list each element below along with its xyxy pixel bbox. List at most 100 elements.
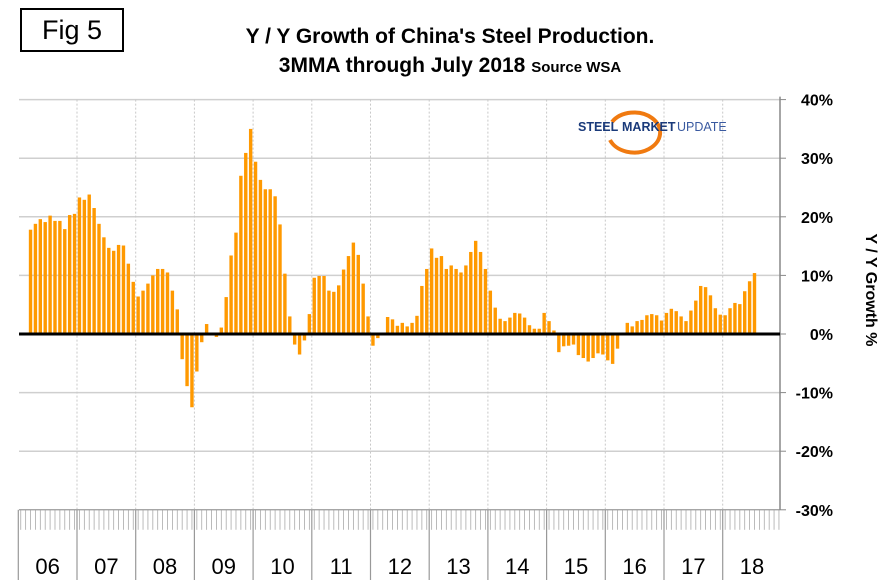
bar	[581, 334, 585, 359]
x-tick-label: 15	[564, 554, 588, 579]
bar	[713, 308, 718, 334]
bar	[43, 222, 47, 334]
bar	[121, 245, 126, 334]
bar	[341, 269, 346, 334]
bar	[376, 334, 380, 339]
x-tick-label: 17	[681, 554, 705, 579]
figure-label: Fig 5	[20, 8, 124, 52]
bar	[747, 281, 752, 334]
bar	[483, 268, 488, 334]
bar	[601, 334, 605, 355]
bar	[239, 175, 243, 334]
bar	[659, 320, 664, 334]
bar	[488, 290, 493, 334]
bar	[156, 268, 160, 334]
bar	[557, 334, 561, 353]
bar	[517, 313, 522, 334]
bar	[508, 317, 512, 334]
bar	[87, 194, 91, 334]
y-tick-label: 20%	[801, 210, 833, 227]
bar	[400, 322, 404, 334]
bar	[332, 291, 336, 334]
logo-word-steel: STEEL	[578, 120, 619, 134]
bar	[346, 256, 351, 334]
y-tick-label: 0%	[810, 327, 833, 344]
bar	[498, 318, 502, 334]
bar	[654, 315, 659, 334]
bar	[395, 325, 400, 334]
bar	[33, 223, 38, 334]
bar	[464, 265, 468, 334]
x-tick-label: 07	[94, 554, 118, 579]
bar	[591, 334, 595, 359]
bar	[268, 189, 272, 334]
bar	[116, 244, 121, 334]
bar	[136, 296, 140, 334]
bar	[459, 272, 463, 334]
bar	[219, 327, 224, 334]
bar	[743, 291, 747, 334]
bar	[200, 334, 204, 343]
bar	[410, 322, 414, 334]
bar	[537, 328, 541, 334]
bar	[527, 325, 532, 334]
y-tick-label: -30%	[796, 503, 833, 520]
bar	[566, 334, 571, 346]
bar	[146, 283, 150, 334]
bar	[522, 317, 527, 334]
bar	[493, 307, 497, 334]
bar	[131, 281, 135, 334]
bar	[283, 273, 287, 334]
bar	[97, 223, 101, 334]
y-tick-label: 10%	[801, 268, 833, 285]
bar	[503, 321, 507, 334]
y-tick-label: -20%	[796, 444, 833, 461]
bar	[679, 316, 683, 334]
bar	[385, 317, 390, 334]
bar	[53, 220, 57, 334]
bar	[366, 316, 370, 334]
bar	[444, 268, 449, 334]
x-tick-label: 13	[446, 554, 470, 579]
bar	[689, 310, 693, 334]
bar	[180, 334, 184, 360]
bar	[439, 256, 444, 334]
bar	[170, 290, 175, 334]
bar	[610, 334, 615, 364]
bar	[224, 297, 228, 334]
bar	[111, 250, 116, 334]
bar	[92, 208, 96, 334]
chart-title: Y / Y Growth of China's Steel Production…	[150, 22, 750, 82]
bar	[337, 285, 341, 334]
bar	[190, 334, 194, 408]
bar	[669, 308, 674, 334]
bar	[703, 287, 708, 334]
x-tick-label: 14	[505, 554, 529, 579]
x-tick-label: 09	[212, 554, 236, 579]
bar	[77, 197, 82, 334]
bar	[562, 334, 566, 347]
bar	[420, 285, 424, 334]
bar	[273, 196, 277, 334]
bar	[72, 213, 77, 334]
bar	[708, 295, 713, 334]
bar	[322, 275, 326, 334]
bar	[454, 268, 458, 334]
logo-word-market: MARKET	[622, 120, 676, 134]
bar	[606, 334, 610, 361]
bar	[82, 199, 87, 334]
bar	[175, 309, 179, 334]
bar	[58, 220, 62, 334]
x-tick-label: 06	[35, 554, 59, 579]
bar	[229, 255, 233, 334]
bar	[204, 324, 209, 334]
bar	[542, 312, 546, 334]
bar	[317, 275, 321, 334]
bar	[532, 328, 537, 334]
bar	[244, 152, 248, 334]
bar	[292, 334, 297, 345]
bar	[327, 290, 331, 334]
bar	[151, 275, 155, 334]
